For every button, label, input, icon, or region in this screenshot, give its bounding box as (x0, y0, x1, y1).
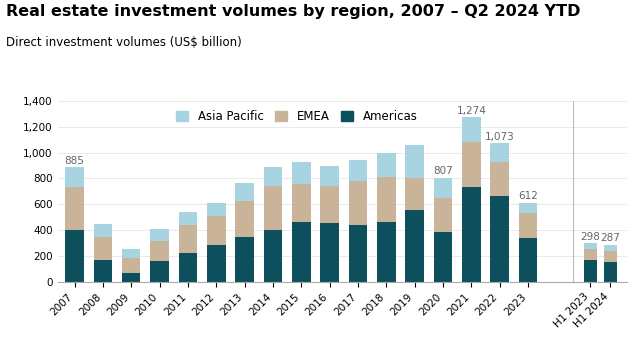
Bar (519, 203, 537, 213)
Bar (292, 162, 310, 184)
Bar (264, 186, 282, 230)
Bar (584, 249, 596, 260)
Bar (377, 153, 396, 177)
Bar (93, 224, 112, 237)
Bar (349, 226, 367, 282)
Bar (65, 230, 84, 282)
Bar (236, 183, 254, 201)
Bar (150, 241, 169, 261)
Bar (490, 196, 509, 282)
Bar (584, 260, 596, 282)
Bar (604, 245, 616, 251)
Bar (150, 229, 169, 241)
Bar (349, 160, 367, 181)
Bar (349, 181, 367, 226)
Bar (122, 258, 141, 273)
Bar (93, 260, 112, 282)
Bar (462, 187, 481, 282)
Text: 287: 287 (600, 233, 620, 243)
Text: Direct investment volumes (US$ billion): Direct investment volumes (US$ billion) (6, 36, 242, 49)
Bar (264, 230, 282, 282)
Bar (65, 168, 84, 187)
Text: Real estate investment volumes by region, 2007 – Q2 2024 YTD: Real estate investment volumes by region… (6, 4, 581, 19)
Text: 1,073: 1,073 (485, 132, 515, 142)
Bar (519, 238, 537, 282)
Bar (122, 273, 141, 282)
Bar (207, 216, 225, 245)
Bar (236, 237, 254, 282)
Text: 612: 612 (518, 191, 538, 201)
Text: 885: 885 (65, 156, 84, 166)
Bar (377, 222, 396, 282)
Bar (604, 262, 616, 282)
Bar (236, 201, 254, 237)
Bar (434, 232, 452, 282)
Text: 807: 807 (433, 166, 453, 176)
Bar (321, 223, 339, 282)
Bar (179, 253, 197, 282)
Bar (462, 117, 481, 142)
Legend: Asia Pacific, EMEA, Americas: Asia Pacific, EMEA, Americas (172, 105, 422, 128)
Bar (490, 143, 509, 162)
Bar (93, 237, 112, 260)
Bar (519, 213, 537, 238)
Bar (207, 245, 225, 282)
Bar (179, 226, 197, 253)
Bar (292, 222, 310, 282)
Bar (604, 251, 616, 262)
Bar (207, 203, 225, 216)
Bar (377, 177, 396, 222)
Bar (292, 184, 310, 222)
Text: 298: 298 (580, 232, 600, 242)
Bar (406, 145, 424, 178)
Bar (65, 187, 84, 230)
Bar (406, 210, 424, 282)
Bar (490, 162, 509, 196)
Bar (321, 186, 339, 223)
Bar (434, 198, 452, 232)
Bar (584, 243, 596, 249)
Bar (434, 178, 452, 198)
Bar (264, 168, 282, 186)
Bar (122, 249, 141, 258)
Bar (321, 166, 339, 186)
Bar (406, 178, 424, 210)
Bar (179, 212, 197, 226)
Text: 1,274: 1,274 (456, 106, 486, 116)
Bar (462, 142, 481, 187)
Bar (150, 261, 169, 282)
